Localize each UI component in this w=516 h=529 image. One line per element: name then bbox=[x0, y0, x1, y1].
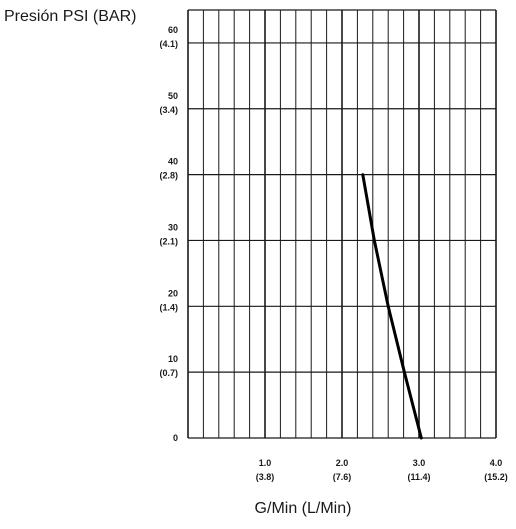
y-tick-label: 20 bbox=[168, 288, 178, 298]
x-tick-sublabel: (15.2) bbox=[484, 472, 508, 482]
x-tick-label: 4.0 bbox=[490, 458, 503, 468]
y-tick-label: 60 bbox=[168, 25, 178, 35]
y-tick-sublabel: (3.4) bbox=[159, 105, 178, 115]
y-axis-title: Presión PSI (BAR) bbox=[4, 8, 137, 25]
x-tick-sublabel: (3.8) bbox=[256, 472, 275, 482]
y-tick-sublabel: (2.1) bbox=[159, 236, 178, 246]
y-tick-label: 50 bbox=[168, 91, 178, 101]
y-tick-sublabel: (4.1) bbox=[159, 39, 178, 49]
y-tick-label: 40 bbox=[168, 157, 178, 167]
y-tick-label: 30 bbox=[168, 222, 178, 232]
y-tick-sublabel: (2.8) bbox=[159, 171, 178, 181]
x-axis-title: G/Min (L/Min) bbox=[254, 500, 352, 517]
y-tick-label: 0 bbox=[173, 433, 178, 443]
x-tick-label: 2.0 bbox=[336, 458, 349, 468]
x-tick-label: 3.0 bbox=[413, 458, 426, 468]
x-tick-sublabel: (11.4) bbox=[407, 472, 430, 482]
y-tick-sublabel: (1.4) bbox=[159, 302, 178, 312]
x-tick-sublabel: (7.6) bbox=[333, 472, 352, 482]
series-line bbox=[361, 173, 423, 440]
y-tick-sublabel: (0.7) bbox=[159, 368, 178, 378]
y-tick-label: 10 bbox=[168, 354, 178, 364]
x-tick-label: 1.0 bbox=[259, 458, 272, 468]
